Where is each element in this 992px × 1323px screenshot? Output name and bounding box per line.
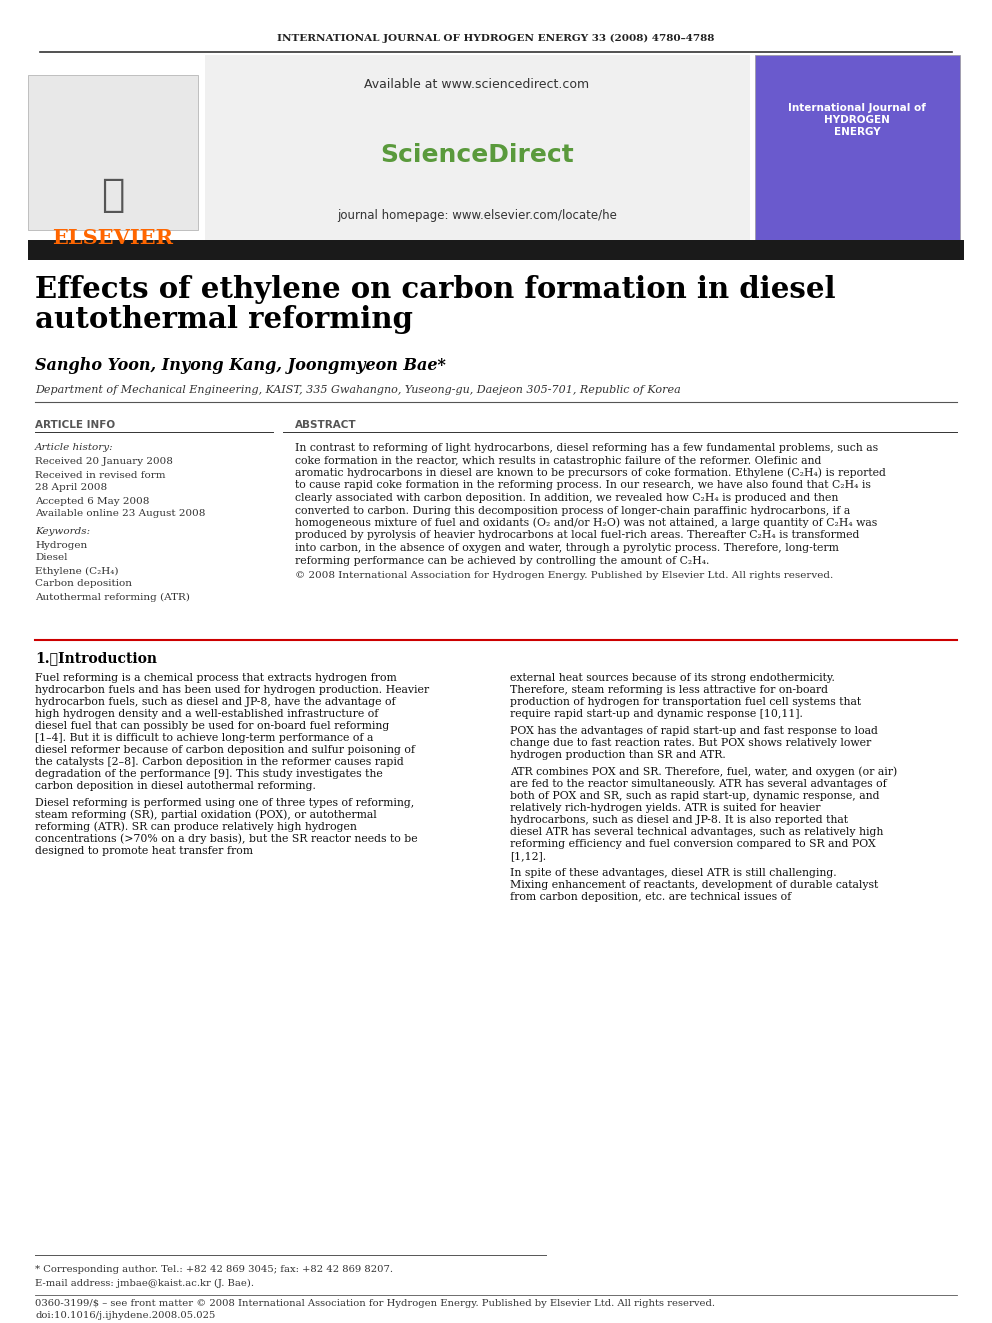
Text: Effects of ethylene on carbon formation in diesel: Effects of ethylene on carbon formation … [35, 275, 835, 304]
Text: hydrocarbons, such as diesel and JP-8. It is also reported that: hydrocarbons, such as diesel and JP-8. I… [510, 815, 848, 826]
Text: degradation of the performance [9]. This study investigates the: degradation of the performance [9]. This… [35, 769, 383, 779]
Text: carbon deposition in diesel autothermal reforming.: carbon deposition in diesel autothermal … [35, 781, 315, 791]
Bar [28, 75, 198, 230]
Text: hydrogen production than SR and ATR.: hydrogen production than SR and ATR. [510, 750, 726, 759]
Text: Received in revised form: Received in revised form [35, 471, 166, 479]
Text: INTERNATIONAL JOURNAL OF HYDROGEN ENERGY 33 (2008) 4780–4788: INTERNATIONAL JOURNAL OF HYDROGEN ENERGY… [278, 33, 714, 42]
Text: change due to fast reaction rates. But POX shows relatively lower: change due to fast reaction rates. But P… [510, 738, 871, 747]
Text: * Corresponding author. Tel.: +82 42 869 3045; fax: +82 42 869 8207.: * Corresponding author. Tel.: +82 42 869… [35, 1266, 393, 1274]
Text: ARTICLE INFO: ARTICLE INFO [35, 419, 115, 430]
Text: both of POX and SR, such as rapid start-up, dynamic response, and: both of POX and SR, such as rapid start-… [510, 791, 880, 800]
Text: steam reforming (SR), partial oxidation (POX), or autothermal: steam reforming (SR), partial oxidation … [35, 810, 377, 820]
Text: 🌳: 🌳 [101, 176, 125, 214]
Text: Mixing enhancement of reactants, development of durable catalyst: Mixing enhancement of reactants, develop… [510, 880, 878, 890]
Text: coke formation in the reactor, which results in catastrophic failure of the refo: coke formation in the reactor, which res… [295, 455, 821, 466]
Text: ScienceDirect: ScienceDirect [380, 143, 574, 167]
Bar [28, 239, 964, 261]
Text: Sangho Yoon, Inyong Kang, Joongmyeon Bae*: Sangho Yoon, Inyong Kang, Joongmyeon Bae… [35, 356, 445, 373]
Text: the catalysts [2–8]. Carbon deposition in the reformer causes rapid: the catalysts [2–8]. Carbon deposition i… [35, 757, 404, 767]
Text: © 2008 International Association for Hydrogen Energy. Published by Elsevier Ltd.: © 2008 International Association for Hyd… [295, 572, 833, 581]
Text: production of hydrogen for transportation fuel cell systems that: production of hydrogen for transportatio… [510, 697, 861, 706]
Text: 0360-3199/$ – see front matter © 2008 International Association for Hydrogen Ene: 0360-3199/$ – see front matter © 2008 In… [35, 1298, 715, 1307]
Text: 1.	Introduction: 1. Introduction [35, 651, 157, 665]
Text: hydrocarbon fuels, such as diesel and JP-8, have the advantage of: hydrocarbon fuels, such as diesel and JP… [35, 697, 396, 706]
Text: [1–4]. But it is difficult to achieve long-term performance of a: [1–4]. But it is difficult to achieve lo… [35, 733, 373, 744]
Text: Diesel reforming is performed using one of three types of reforming,: Diesel reforming is performed using one … [35, 798, 415, 808]
Text: In contrast to reforming of light hydrocarbons, diesel reforming has a few funda: In contrast to reforming of light hydroc… [295, 443, 878, 452]
Text: into carbon, in the absence of oxygen and water, through a pyrolytic process. Th: into carbon, in the absence of oxygen an… [295, 542, 839, 553]
Text: Accepted 6 May 2008: Accepted 6 May 2008 [35, 496, 150, 505]
Text: relatively rich-hydrogen yields. ATR is suited for heavier: relatively rich-hydrogen yields. ATR is … [510, 803, 820, 814]
Text: reforming (ATR). SR can produce relatively high hydrogen: reforming (ATR). SR can produce relative… [35, 822, 357, 832]
Text: journal homepage: www.elsevier.com/locate/he: journal homepage: www.elsevier.com/locat… [337, 209, 617, 221]
Text: homogeneous mixture of fuel and oxidants (O₂ and/or H₂O) was not attained, a lar: homogeneous mixture of fuel and oxidants… [295, 517, 877, 528]
Text: Autothermal reforming (ATR): Autothermal reforming (ATR) [35, 593, 189, 602]
Text: Diesel: Diesel [35, 553, 67, 562]
Text: diesel fuel that can possibly be used for on-board fuel reforming: diesel fuel that can possibly be used fo… [35, 721, 389, 732]
Bar [755, 56, 960, 239]
Text: Available online 23 August 2008: Available online 23 August 2008 [35, 509, 205, 519]
Text: Hydrogen: Hydrogen [35, 541, 87, 549]
Text: converted to carbon. During this decomposition process of longer-chain paraffini: converted to carbon. During this decompo… [295, 505, 850, 516]
Text: Received 20 January 2008: Received 20 January 2008 [35, 458, 173, 467]
Bar [205, 56, 750, 239]
Text: 28 April 2008: 28 April 2008 [35, 483, 107, 492]
Text: Fuel reforming is a chemical process that extracts hydrogen from: Fuel reforming is a chemical process tha… [35, 673, 397, 683]
Text: high hydrogen density and a well-established infrastructure of: high hydrogen density and a well-establi… [35, 709, 378, 718]
Text: Department of Mechanical Engineering, KAIST, 335 Gwahangno, Yuseong-gu, Daejeon : Department of Mechanical Engineering, KA… [35, 385, 681, 396]
Text: aromatic hydrocarbons in diesel are known to be precursors of coke formation. Et: aromatic hydrocarbons in diesel are know… [295, 468, 886, 479]
Text: ATR combines POX and SR. Therefore, fuel, water, and oxygen (or air): ATR combines POX and SR. Therefore, fuel… [510, 767, 897, 778]
Text: [1,12].: [1,12]. [510, 851, 547, 861]
Text: Ethylene (C₂H₄): Ethylene (C₂H₄) [35, 566, 118, 576]
Text: Article history:: Article history: [35, 443, 114, 452]
Text: ELSEVIER: ELSEVIER [53, 228, 174, 247]
Text: from carbon deposition, etc. are technical issues of: from carbon deposition, etc. are technic… [510, 892, 792, 902]
Text: hydrocarbon fuels and has been used for hydrogen production. Heavier: hydrocarbon fuels and has been used for … [35, 685, 430, 695]
Text: Keywords:: Keywords: [35, 528, 90, 537]
Text: designed to promote heat transfer from: designed to promote heat transfer from [35, 845, 253, 856]
Text: International Journal of
HYDROGEN
ENERGY: International Journal of HYDROGEN ENERGY [788, 103, 926, 136]
Text: reforming efficiency and fuel conversion compared to SR and POX: reforming efficiency and fuel conversion… [510, 839, 876, 849]
Text: POX has the advantages of rapid start-up and fast response to load: POX has the advantages of rapid start-up… [510, 726, 878, 736]
Text: Therefore, steam reforming is less attractive for on-board: Therefore, steam reforming is less attra… [510, 685, 828, 695]
Text: require rapid start-up and dynamic response [10,11].: require rapid start-up and dynamic respo… [510, 709, 803, 718]
Text: autothermal reforming: autothermal reforming [35, 306, 413, 335]
Text: concentrations (>70% on a dry basis), but the SR reactor needs to be: concentrations (>70% on a dry basis), bu… [35, 833, 418, 844]
Text: reforming performance can be achieved by controlling the amount of C₂H₄.: reforming performance can be achieved by… [295, 556, 709, 565]
Text: doi:10.1016/j.ijhydene.2008.05.025: doi:10.1016/j.ijhydene.2008.05.025 [35, 1311, 215, 1319]
Text: external heat sources because of its strong endothermicity.: external heat sources because of its str… [510, 673, 835, 683]
Text: ABSTRACT: ABSTRACT [295, 419, 357, 430]
Text: In spite of these advantages, diesel ATR is still challenging.: In spite of these advantages, diesel ATR… [510, 868, 836, 878]
Text: diesel reformer because of carbon deposition and sulfur poisoning of: diesel reformer because of carbon deposi… [35, 745, 415, 755]
Text: E-mail address: jmbae@kaist.ac.kr (J. Bae).: E-mail address: jmbae@kaist.ac.kr (J. Ba… [35, 1278, 254, 1287]
Text: Carbon deposition: Carbon deposition [35, 579, 132, 589]
Text: Available at www.sciencedirect.com: Available at www.sciencedirect.com [364, 78, 589, 91]
Text: produced by pyrolysis of heavier hydrocarbons at local fuel-rich areas. Thereaft: produced by pyrolysis of heavier hydroca… [295, 531, 859, 541]
Text: diesel ATR has several technical advantages, such as relatively high: diesel ATR has several technical advanta… [510, 827, 883, 837]
Text: to cause rapid coke formation in the reforming process. In our research, we have: to cause rapid coke formation in the ref… [295, 480, 871, 491]
Text: are fed to the reactor simultaneously. ATR has several advantages of: are fed to the reactor simultaneously. A… [510, 779, 887, 789]
Text: clearly associated with carbon deposition. In addition, we revealed how C₂H₄ is : clearly associated with carbon depositio… [295, 493, 838, 503]
